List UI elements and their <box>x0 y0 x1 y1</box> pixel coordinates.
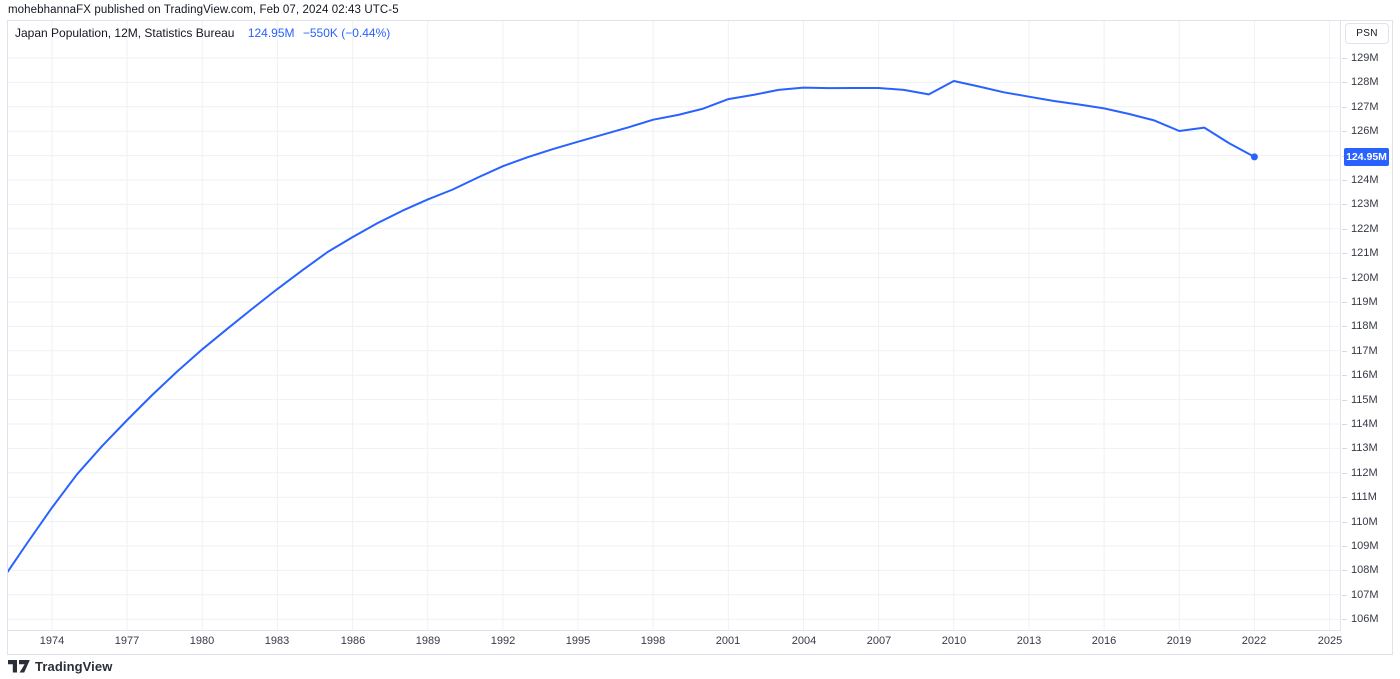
price-tick-mark <box>1342 107 1347 108</box>
time-tick-label: 2004 <box>791 635 817 647</box>
price-tick-mark <box>1342 424 1347 425</box>
price-tick-label: 107M <box>1351 589 1379 601</box>
price-tick-label: 111M <box>1351 491 1377 503</box>
legend-change-value: −550K (−0.44%) <box>302 26 391 40</box>
price-tick-label: 112M <box>1351 467 1378 479</box>
time-tick-label: 1986 <box>340 635 366 647</box>
price-tick-label: 110M <box>1351 516 1378 528</box>
tradingview-wordmark[interactable]: TradingView <box>35 658 113 674</box>
legend-symbol-title: Japan Population, 12M, Statistics Bureau <box>15 26 235 40</box>
price-tick-label: 116M <box>1351 369 1378 381</box>
price-tick-label: 114M <box>1351 418 1378 430</box>
price-tick-mark <box>1342 473 1347 474</box>
price-tick-mark <box>1342 326 1347 327</box>
time-tick-label: 1992 <box>490 635 516 647</box>
gridlines <box>8 21 1340 630</box>
price-tick-mark <box>1342 131 1347 132</box>
price-tick-label: 113M <box>1351 442 1378 454</box>
price-tick-label: 121M <box>1351 247 1379 259</box>
price-tick-label: 124M <box>1351 174 1379 186</box>
symbol-badge[interactable]: PSN <box>1345 23 1389 44</box>
price-tick-label: 117M <box>1351 345 1378 357</box>
time-tick-label: 1995 <box>565 635 591 647</box>
last-price-label: 124.95M <box>1344 148 1389 166</box>
price-tick-label: 109M <box>1351 540 1379 552</box>
time-tick-label: 2016 <box>1091 635 1117 647</box>
time-tick-label: 2007 <box>866 635 892 647</box>
price-tick-mark <box>1342 570 1347 571</box>
time-tick-label: 2001 <box>715 635 741 647</box>
price-axis[interactable]: PSN 124.95M 129M 128M 127M 126M 124M 123M 122M… <box>1342 21 1392 631</box>
price-tick-label: 118M <box>1351 320 1378 332</box>
price-tick-label: 119M <box>1351 296 1378 308</box>
price-tick-label: 106M <box>1351 613 1379 625</box>
time-tick-label: 1989 <box>415 635 441 647</box>
chart-legend: Japan Population, 12M, Statistics Bureau… <box>15 26 390 40</box>
price-tick-mark <box>1342 400 1347 401</box>
footer-bar: TradingView <box>8 658 112 674</box>
price-tick-mark <box>1342 375 1347 376</box>
price-tick-mark <box>1342 82 1347 83</box>
time-tick-label: 1980 <box>189 635 215 647</box>
price-tick-mark <box>1342 351 1347 352</box>
price-tick-label: 108M <box>1351 564 1379 576</box>
price-tick-mark <box>1342 278 1347 279</box>
legend-last-value: 124.95M <box>247 26 295 40</box>
price-tick-mark <box>1342 180 1347 181</box>
price-tick-label: 128M <box>1351 76 1379 88</box>
price-tick-label: 120M <box>1351 272 1379 284</box>
price-tick-label: 126M <box>1351 125 1379 137</box>
price-tick-mark <box>1342 58 1347 59</box>
attribution-text: mohebhannaFX published on TradingView.co… <box>8 4 399 16</box>
price-tick-mark <box>1342 546 1347 547</box>
time-tick-label: 1998 <box>640 635 666 647</box>
price-tick-mark <box>1342 497 1347 498</box>
chart-canvas <box>8 21 1340 630</box>
time-tick-label: 2013 <box>1016 635 1042 647</box>
time-tick-label: 2025 <box>1317 635 1343 647</box>
price-tick-mark <box>1342 229 1347 230</box>
price-tick-label: 122M <box>1351 223 1379 235</box>
time-tick-label: 2010 <box>941 635 967 647</box>
time-tick-label: 2019 <box>1166 635 1192 647</box>
price-tick-label: 115M <box>1351 394 1378 406</box>
tradingview-logo-icon[interactable] <box>8 659 30 673</box>
chart-widget: Japan Population, 12M, Statistics Bureau… <box>7 20 1393 655</box>
chart-plot-area[interactable]: Japan Population, 12M, Statistics Bureau… <box>8 21 1341 631</box>
price-tick-mark <box>1342 302 1347 303</box>
last-point-marker <box>1250 153 1258 161</box>
price-tick-mark <box>1342 448 1347 449</box>
price-tick-mark <box>1342 253 1347 254</box>
price-tick-mark <box>1342 595 1347 596</box>
price-tick-mark <box>1342 619 1347 620</box>
time-axis[interactable]: 1974 1977 1980 1983 1986 1989 1992 1995 1998 2001… <box>8 632 1342 654</box>
population-line-series <box>8 80 1256 574</box>
price-tick-mark <box>1342 204 1347 205</box>
time-tick-label: 1974 <box>39 635 65 647</box>
time-tick-label: 1977 <box>114 635 140 647</box>
time-tick-label: 1983 <box>264 635 290 647</box>
time-tick-label: 2022 <box>1241 635 1267 647</box>
price-tick-mark <box>1342 522 1347 523</box>
price-tick-label: 129M <box>1351 52 1379 64</box>
price-tick-label: 127M <box>1351 101 1379 113</box>
price-tick-label: 123M <box>1351 198 1379 210</box>
